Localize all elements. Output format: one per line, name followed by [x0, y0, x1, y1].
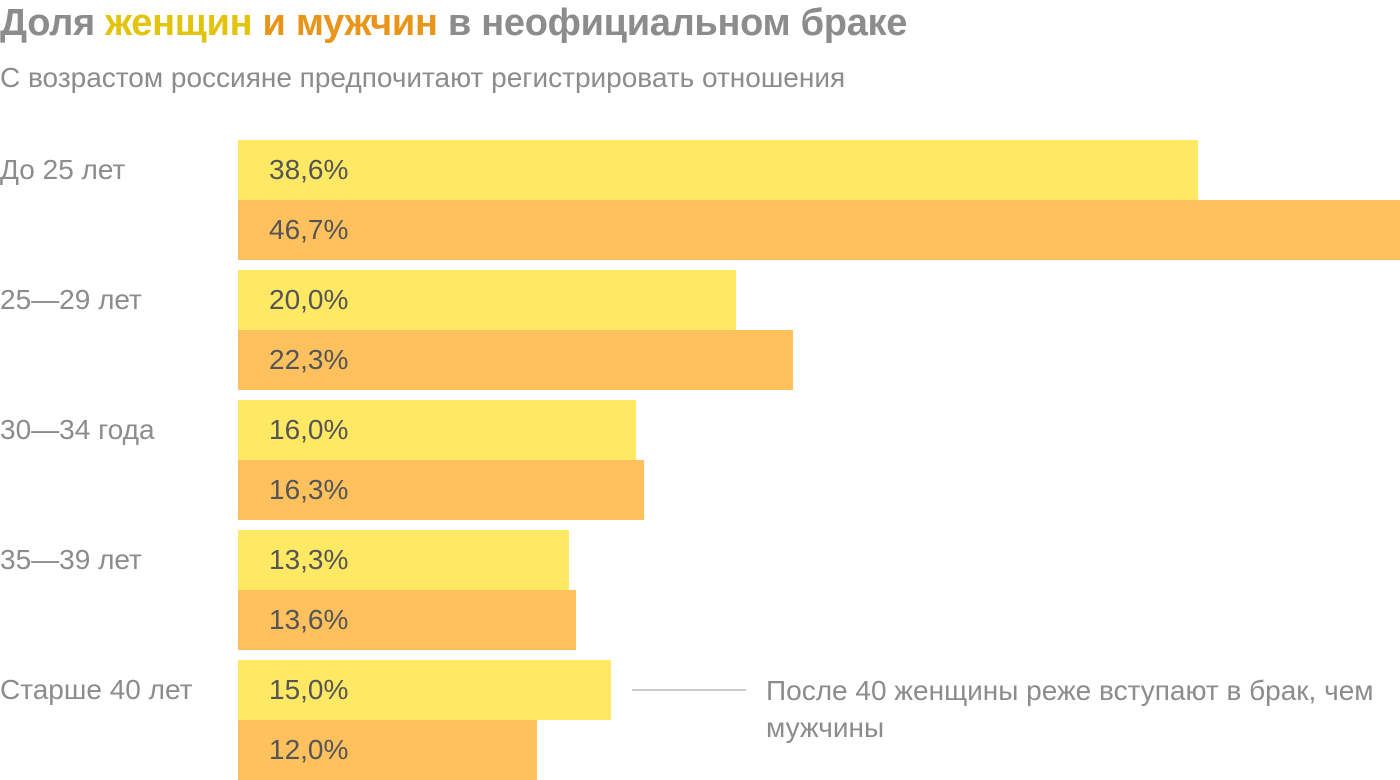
bar-women [238, 140, 1198, 200]
bar-men [238, 460, 644, 520]
category-label: До 25 лет [0, 154, 126, 185]
bar-value-label: 16,0% [269, 414, 349, 445]
title-women: женщин [105, 2, 253, 44]
bar-value-label: 16,3% [269, 474, 349, 505]
title-men: и мужчин [262, 2, 438, 44]
bar-women [238, 660, 611, 720]
bar-value-label: 13,6% [269, 604, 349, 635]
title-part-1: Доля [0, 2, 106, 44]
category-label: 25—29 лет [0, 284, 142, 315]
bar-men [238, 590, 576, 650]
bar-men [238, 720, 537, 780]
chart-title: Доля женщин и мужчин в неофициальном бра… [0, 2, 907, 45]
category-label: Старше 40 лет [0, 674, 193, 705]
category-label: 35—39 лет [0, 544, 142, 575]
bar-women [238, 530, 569, 590]
bar-value-label: 20,0% [269, 284, 349, 315]
bar-men [238, 200, 1400, 260]
category-label: 30—34 года [0, 414, 155, 445]
bar-women [238, 270, 736, 330]
annotation-text: После 40 женщины реже вступают в брак, ч… [766, 675, 1374, 743]
bar-value-label: 12,0% [269, 734, 349, 765]
bar-value-label: 15,0% [269, 674, 349, 705]
bar-value-label: 13,3% [269, 544, 349, 575]
annotation-leader-line [632, 689, 746, 691]
bar-value-label: 38,6% [269, 154, 349, 185]
chart-subtitle: С возрастом россияне предпочитают регист… [0, 62, 846, 93]
bar-value-label: 22,3% [269, 344, 349, 375]
title-part-3: в неофициальном браке [437, 2, 908, 44]
bar-men [238, 330, 793, 390]
bar-value-label: 46,7% [269, 214, 349, 245]
bar-women [238, 400, 636, 460]
